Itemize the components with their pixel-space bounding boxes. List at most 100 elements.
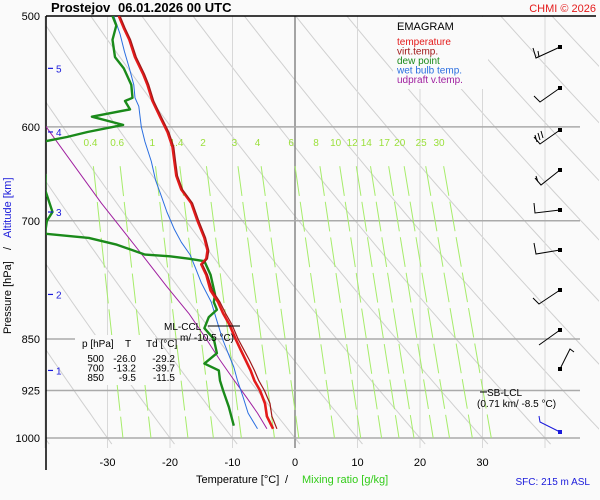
wind-barb-station-dot (558, 128, 562, 132)
mixing-ratio-label: 17 (379, 138, 391, 149)
table-cell: 500 (87, 354, 104, 365)
series-wet-bulb-temp (113, 16, 258, 430)
mixing-ratio-line (294, 166, 335, 439)
altitude-tick-label: 5 (56, 64, 62, 75)
sb-lcl-detail: (0.71 km/ -8.5 °C) (477, 399, 556, 410)
series-dew-point (46, 16, 235, 427)
temperature-tick-label: -10 (225, 457, 241, 469)
wind-barb-surface (538, 415, 561, 433)
legend-title: EMAGRAM (397, 21, 454, 33)
mixing-ratio-label: 4 (255, 138, 261, 149)
mixing-ratio-label: 30 (433, 138, 445, 149)
dry-adiabats (46, 16, 599, 445)
mixing-ratio-label: 1.4 (170, 138, 184, 149)
table-cell: 700 (87, 364, 104, 375)
mixing-ratio-line (388, 166, 434, 439)
mixing-ratio-label: 6 (288, 138, 294, 149)
wind-barb-station-dot (558, 288, 562, 292)
dry-adiabat-line (46, 349, 113, 445)
mixing-ratio-label: 12 (347, 138, 359, 149)
mixing-ratio-label: 25 (416, 138, 428, 149)
altitude-tick-label: 4 (56, 128, 62, 139)
mixing-ratio-line (119, 166, 152, 439)
y-axis-label: Pressure [hPa] (2, 261, 14, 334)
table-cell: -9.5 (119, 373, 137, 384)
wind-barb-station-dot (558, 430, 562, 434)
legend-entry: dew point (397, 56, 440, 67)
wind-barb (532, 289, 561, 305)
series-virt-temp (119, 16, 278, 430)
mixing-ratio-label: 8 (313, 138, 319, 149)
dry-adiabat-line (46, 180, 238, 445)
x-axis-label-mixing-ratio: Mixing ratio [g/kg] (302, 474, 388, 486)
wind-barb (532, 46, 561, 59)
mixing-ratio-line (355, 166, 400, 439)
dry-adiabat-line (346, 16, 599, 302)
wind-barb-station-dot (558, 86, 562, 90)
wind-barb (538, 329, 561, 346)
series-udpraft-v-temp (46, 125, 268, 430)
table-cell: 850 (87, 373, 104, 384)
ml-ccl-label: ML-CCL (164, 322, 202, 333)
mixing-ratio-line (179, 166, 214, 439)
altitude-tick-label: 2 (56, 290, 62, 301)
table-header: T (125, 339, 131, 350)
pressure-tick-label: 850 (22, 334, 40, 346)
pressure-tick-label: 600 (22, 122, 40, 134)
dry-adiabat-line (89, 16, 426, 445)
table-background (75, 335, 155, 385)
table-header: p [hPa] (82, 339, 114, 350)
wind-barb-station-dot (558, 45, 562, 49)
mixing-ratio-line (205, 166, 242, 439)
temperature-tick-label: 0 (292, 457, 298, 469)
mixing-ratio-label: 2 (200, 138, 206, 149)
dry-adiabat-line (551, 16, 599, 68)
mixing-ratio-line (319, 166, 362, 439)
table-cell: -39.7 (152, 364, 175, 375)
pressure-tick-label: 700 (22, 216, 40, 228)
legend-entry: temperature (397, 37, 451, 48)
mixing-ratio-line (92, 166, 124, 439)
sounding-curves (46, 16, 278, 430)
mixing-ratio-label: 3 (232, 138, 238, 149)
chart-datetime: 06.01.2026 00 UTC (118, 0, 232, 15)
temperature-tick-label: 20 (414, 457, 426, 469)
mixing-ratio-label: 0.4 (84, 138, 98, 149)
credit-label: CHMI © 2026 (529, 3, 596, 15)
wind-barb-station-dot (558, 367, 562, 371)
mixing-ratio-label: 1 (150, 138, 156, 149)
mixing-ratio-line (260, 166, 300, 439)
pressure-tick-label: 500 (22, 11, 40, 23)
altitude-tick-label: 1 (56, 366, 62, 377)
altitude-tick-label: 3 (56, 208, 62, 219)
mixing-ratio-line (403, 166, 451, 439)
pressure-tick-label: 925 (22, 386, 40, 398)
y-axis-label-altitude: Altitude [km] (2, 177, 14, 238)
temperature-tick-label: 10 (351, 457, 363, 469)
mixing-ratio-line (339, 166, 383, 439)
surface-info: SFC: 215 m ASL (516, 477, 591, 488)
wind-barb (533, 87, 561, 103)
wind-barb (559, 348, 575, 370)
mixing-ratio-line (425, 166, 473, 439)
y-axis-label-separator: / (2, 246, 14, 250)
temperature-tick-label: 30 (476, 457, 488, 469)
wind-barb (533, 202, 561, 214)
mixing-ratio-line (154, 166, 189, 439)
mixing-ratio-line (369, 166, 415, 439)
wind-barb (533, 242, 561, 255)
mixing-ratio-label: 10 (330, 138, 342, 149)
temperature-tick-label: -20 (162, 457, 178, 469)
sounding-table: p [hPa] T Td [°C] 500 -26.0 -29.2 700 -13.2 -39.… (75, 335, 177, 385)
mixing-ratio-label: 20 (394, 138, 406, 149)
ml-ccl-detail: m/ -10.5 °C) (180, 333, 234, 344)
mixing-ratio-line (443, 166, 492, 439)
table-cell: -13.2 (113, 364, 136, 375)
dry-adiabat-line (141, 16, 489, 445)
dry-adiabat-line (46, 263, 175, 445)
sb-lcl-label: SB-LCL (487, 388, 522, 399)
